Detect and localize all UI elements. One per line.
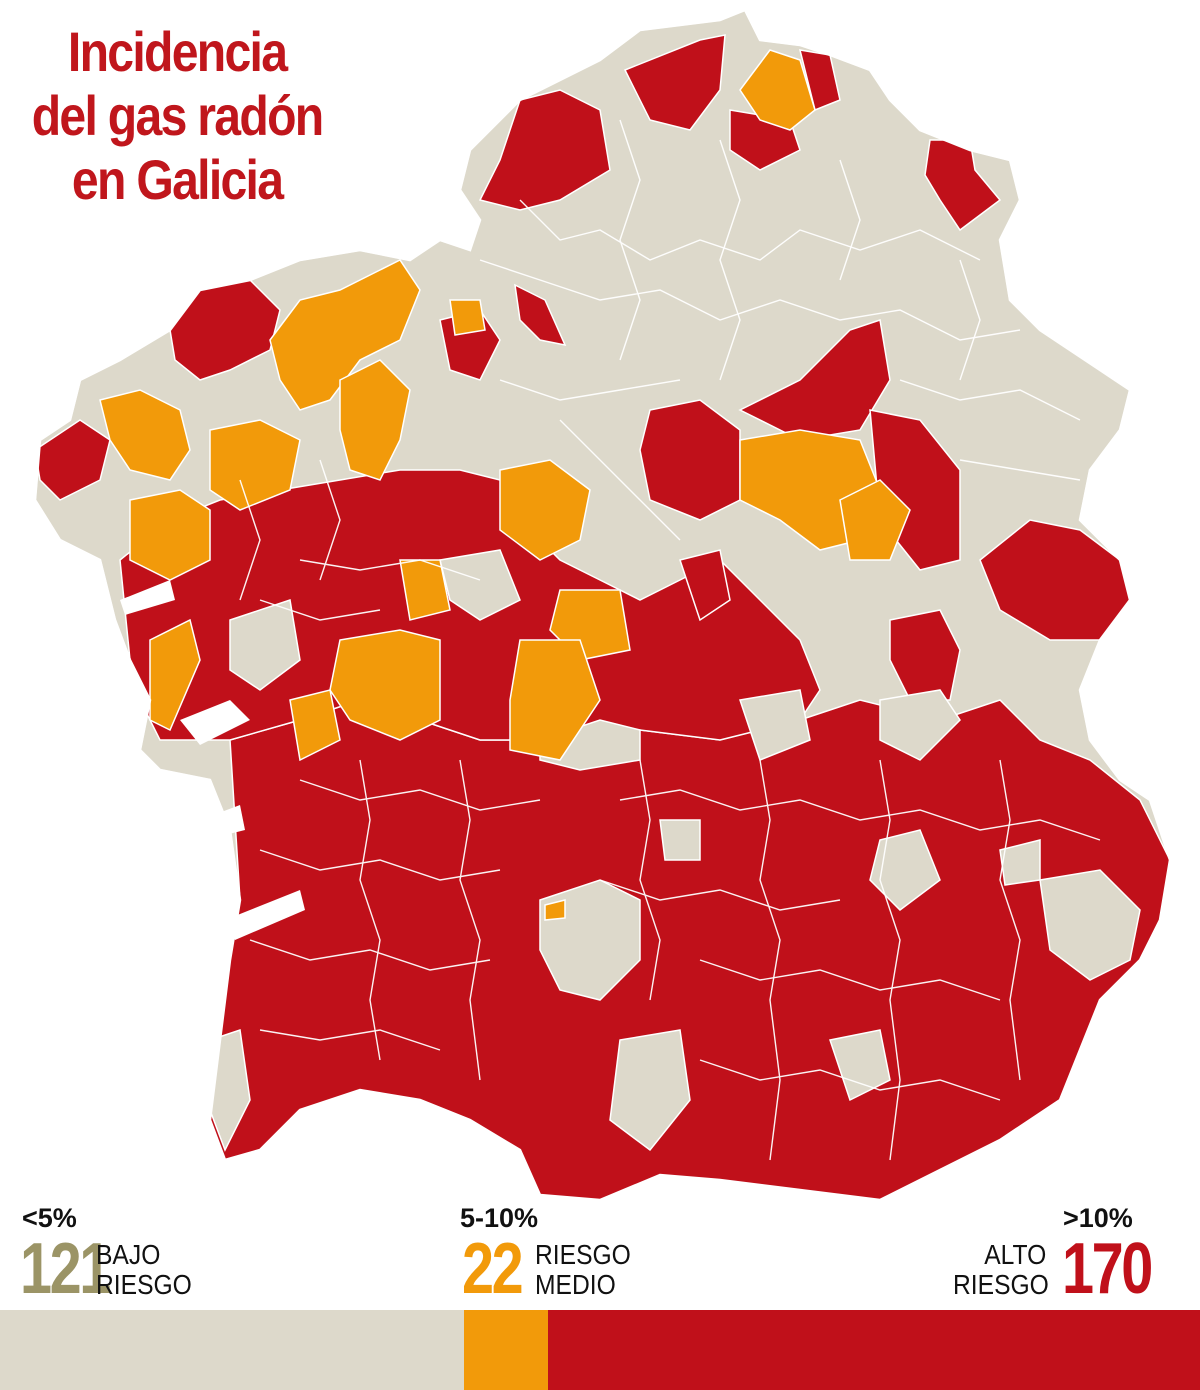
legend-medium-label-2: MEDIO	[535, 1269, 616, 1300]
legend-low-label-1: BAJO	[96, 1239, 161, 1270]
title-line-2: del gas radón	[31, 84, 324, 147]
title-line-3: en Galicia	[71, 148, 284, 211]
title-line-1: Incidencia	[67, 20, 288, 83]
legend-low-percent: <5%	[22, 1203, 77, 1233]
municipal-borders	[239, 119, 1101, 1161]
legend-low-label-2: RIESGO	[96, 1269, 192, 1300]
legend-medium-label-1: RIESGO	[535, 1239, 631, 1270]
coastal-inlets	[120, 580, 305, 940]
legend-high-label-2: RIESGO	[953, 1269, 1049, 1300]
low-risk-zones	[209, 549, 1141, 1152]
legend-medium-count: 22	[462, 1229, 524, 1309]
legend-medium-label: RIESGO MEDIO	[535, 1240, 631, 1300]
map-title: Incidencia del gas radón en Galicia	[18, 20, 336, 212]
galicia-map	[33, 8, 1172, 1202]
proportion-bar-high	[548, 1310, 1200, 1390]
legend-high-percent: >10%	[1063, 1203, 1133, 1233]
legend-low-label: BAJO RIESGO	[96, 1240, 192, 1300]
proportion-bar-medium	[464, 1310, 548, 1390]
legend-high-label-1: ALTO	[984, 1239, 1047, 1270]
legend-medium-percent: 5-10%	[460, 1203, 539, 1233]
legend-high-label: ALTO RIESGO	[953, 1239, 1049, 1300]
proportion-bar-low	[0, 1310, 464, 1390]
galicia-coastline	[33, 8, 1172, 1202]
legend-low-count: 121	[20, 1229, 111, 1309]
medium-risk-zones	[99, 49, 911, 921]
legend-high-count: 170	[1062, 1229, 1153, 1309]
